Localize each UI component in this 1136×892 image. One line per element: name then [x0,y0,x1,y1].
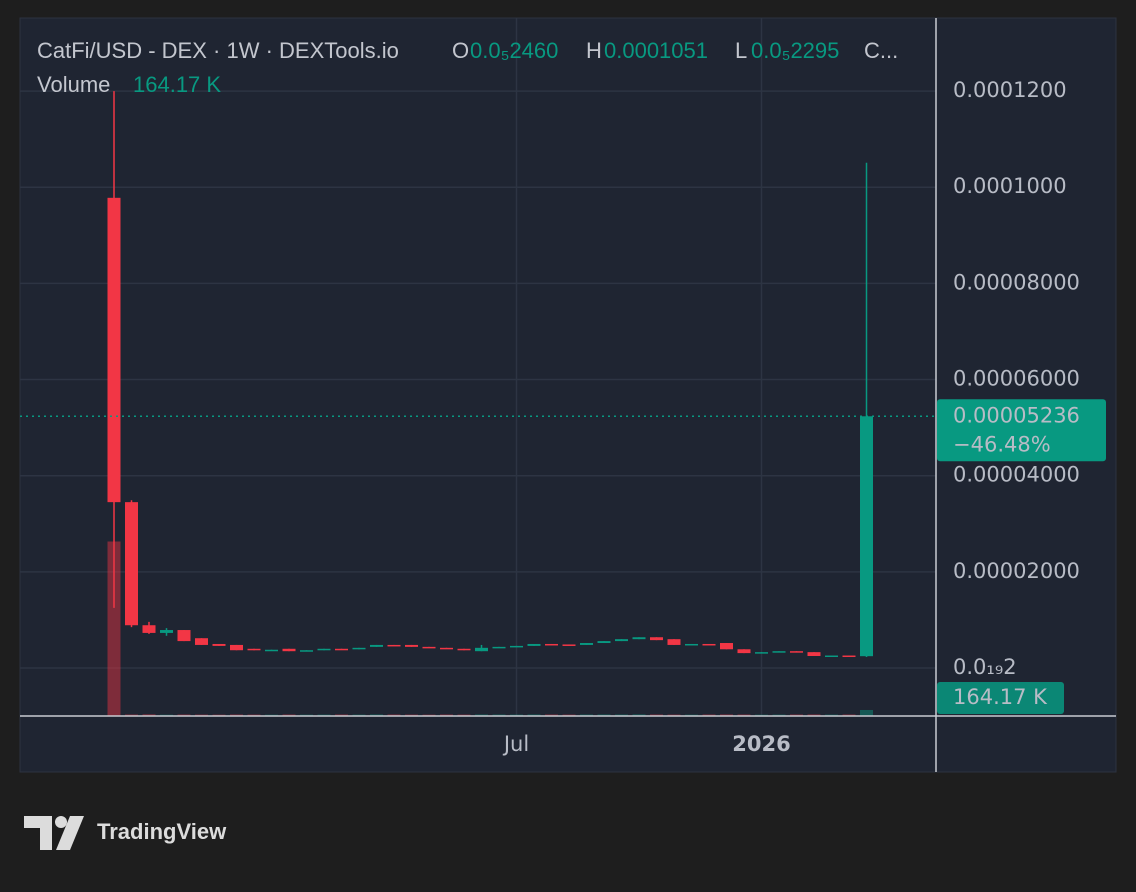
candle-body [160,630,173,633]
last-price-box [937,399,1106,462]
candle-body [860,416,873,657]
volume-bar [720,714,733,716]
volume-bar [142,714,156,716]
candle-body [282,648,296,652]
x-tick-label: Jul [502,732,529,756]
volume-bar [597,714,611,716]
candle-body [510,645,523,648]
volume-legend-value: 164.17 K [133,72,221,97]
candle-body [772,651,786,653]
candle-body [440,647,453,650]
candle-body [335,648,348,651]
y-tick-label: 0.00004000 [953,463,1080,487]
ohlc-key: C... [864,38,898,63]
volume-bar [860,709,873,716]
chart-panel [19,17,1117,773]
chart-title: CatFi/USD - DEX · 1W · DEXTools.io [37,38,399,63]
ohlc-value: 0.0₅2295 [751,38,839,63]
candle-body [545,643,558,646]
legend: CatFi/USD - DEX · 1W · DEXTools.io Volum… [37,38,898,97]
y-tick-label: 0.0001200 [953,78,1067,102]
y-tick-label: 0.00002000 [953,559,1080,583]
y-tick-label: 0.00006000 [953,367,1080,391]
candle-body [492,646,506,649]
candle-body [317,648,331,651]
candle-body [107,197,121,503]
candle-body [300,650,313,652]
candle-body [650,637,663,641]
last-price-label: 0.00005236 [953,403,1080,427]
ohlc-key: O [452,38,469,63]
candle-body [597,641,611,644]
brand: TradingView [97,819,227,844]
volume-box [937,682,1064,714]
ohlc-key: H [586,38,602,63]
candle-body [422,646,436,649]
volume-bar [107,541,121,716]
candle-body [405,644,418,647]
candle-body [825,655,838,658]
axes: 0.0001200 0.0001000 0.00008000 0.00006000 0.… [20,78,1106,756]
volume-bar [632,714,646,716]
candle-body [177,630,191,642]
candle-layer [107,91,873,658]
candle-body [790,651,803,653]
volume-bar [807,714,821,716]
candle-body [475,647,488,652]
candle-body [212,643,226,646]
logo-mark [56,816,84,850]
y-tick-label: 0.0001000 [953,174,1067,198]
candle-body [807,652,821,656]
ohlc-key: L [735,38,747,63]
volume-bar [527,714,541,716]
volume-bar [475,714,488,716]
candle-body [702,643,716,646]
candle-body [195,638,208,645]
ohlc-value: 0.0₅2460 [470,38,558,63]
candle-body [247,648,261,651]
volume-label: 164.17 K [953,685,1048,709]
candle-body [387,644,401,647]
candle-body [685,643,698,646]
x-tick-label: 2026 [732,732,790,756]
candle-body [632,637,646,640]
candle-body [527,643,541,646]
candle-body [615,639,628,642]
grid [20,18,936,716]
candle-body [562,644,576,646]
candle-body [370,644,383,647]
candle-body [720,643,733,650]
candle-body [580,643,593,645]
candle-body [842,655,856,658]
candle-body [142,625,156,633]
change-label: −46.48% [953,432,1051,456]
candle-body [265,649,278,652]
ohlc-value: 0.0001051 [604,38,708,63]
logo-mark [55,816,67,828]
volume-bar [370,714,383,716]
candle-body [667,639,681,645]
candle-body [755,652,768,654]
logo: TradingView [24,816,227,850]
candle-body [352,647,366,650]
candle-body [457,648,471,651]
y-tick-label: 0.00008000 [953,270,1080,294]
volume-legend-name: Volume [37,72,110,97]
ohlc-legend: O 0.0₅2460 H 0.0001051 L 0.0₅2295 C... [452,38,898,63]
candle-body [125,502,138,626]
candle-body [230,644,243,651]
candle-body [737,649,751,654]
logo-mark [24,816,52,850]
y-tick-label: 0.0₁₉2 [953,655,1017,679]
